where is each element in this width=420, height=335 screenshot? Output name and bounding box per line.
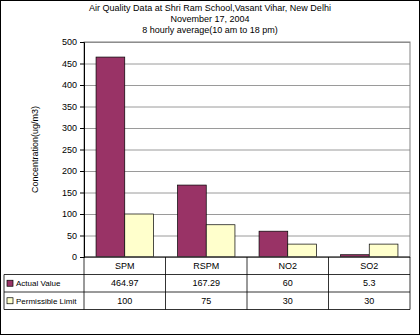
table-value: 167.29 (192, 278, 220, 288)
bar (369, 244, 398, 257)
plot-area (84, 42, 410, 257)
grid (84, 43, 410, 258)
title: 8 hourly average(10 am to 18 pm) (142, 25, 278, 35)
legend-label: Actual Value (16, 279, 61, 288)
grid-line (84, 64, 410, 65)
table-value: 60 (283, 278, 293, 288)
table-line (84, 257, 85, 310)
grid-tick (84, 128, 410, 129)
tick-label: 450 (62, 59, 77, 69)
tick: 0 (72, 252, 84, 262)
category-label: SPM (115, 261, 135, 271)
table-value: 5.3 (363, 278, 376, 288)
tick-mark (80, 42, 84, 43)
tick-mark (80, 64, 84, 65)
tick: 100 (62, 209, 84, 219)
table-value: 30 (364, 296, 374, 306)
tick-label: 50 (67, 231, 77, 241)
tick-mark (80, 257, 84, 258)
bar (96, 57, 125, 257)
axis-line (80, 43, 85, 258)
tick: 50 (67, 231, 84, 241)
tick-label: 250 (62, 145, 77, 155)
tick-mark (80, 107, 84, 108)
chart: Air Quality Data at Shri Ram School,Vasa… (0, 0, 420, 335)
tick-label: 300 (62, 123, 77, 133)
tick-mark (80, 214, 84, 215)
bar (259, 231, 288, 257)
tick-mark (80, 150, 84, 151)
tick-mark (80, 236, 84, 237)
bar (288, 244, 317, 257)
grid-tick (84, 64, 410, 65)
grid-tick (84, 150, 410, 151)
grid-tick (84, 107, 410, 108)
legend-key (7, 280, 13, 286)
grid-line (84, 107, 410, 108)
tick: 350 (62, 102, 84, 112)
tick: 450 (62, 59, 84, 69)
plot-frame (84, 42, 410, 257)
tick-mark (80, 193, 84, 194)
table-line (328, 257, 329, 310)
y-axis-title: Concentration(ug/m3) (30, 106, 40, 193)
tick-label: 100 (62, 209, 77, 219)
tick-label: 200 (62, 166, 77, 176)
legend-key (7, 298, 13, 304)
table-line (4, 309, 410, 310)
tick: 250 (62, 145, 84, 155)
tick-label: 500 (62, 37, 77, 47)
data-table: SPM RSPM NO2 SO2 Actual Value 464.97 167.29 60 5… (4, 257, 410, 310)
title: Air Quality Data at Shri Ram School,Vasa… (89, 3, 331, 13)
grid-line (84, 193, 410, 194)
tick-mark (80, 171, 84, 172)
table-line (4, 275, 5, 310)
tick-mark (80, 128, 84, 129)
category-label: SO2 (360, 261, 378, 271)
tick: 400 (62, 80, 84, 90)
grid-line (84, 171, 410, 172)
tick-label: 400 (62, 80, 77, 90)
bar (125, 214, 154, 257)
table-line (4, 292, 410, 293)
title: November 17, 2004 (170, 14, 249, 24)
bar (206, 225, 235, 257)
grid-line (84, 85, 410, 86)
tick-label: 150 (62, 188, 77, 198)
table-value: 100 (117, 296, 132, 306)
table-line (4, 274, 410, 275)
tick-mark (80, 85, 84, 86)
table-line (410, 257, 411, 310)
grid-tick (84, 171, 410, 172)
tick: 500 (62, 37, 84, 47)
tick-label: 0 (72, 252, 77, 262)
grid-line (84, 128, 410, 129)
tick: 150 (62, 188, 84, 198)
tick: 200 (62, 166, 84, 176)
table-value: 30 (283, 296, 293, 306)
table-value: 75 (201, 296, 211, 306)
category-label: NO2 (278, 261, 297, 271)
bar (178, 185, 207, 257)
chart-frame (1, 1, 420, 335)
grid-line (84, 150, 410, 151)
table-value: 464.97 (111, 278, 139, 288)
tick: 300 (62, 123, 84, 133)
tick-label: 350 (62, 102, 77, 112)
table-line (165, 257, 166, 310)
category-label: RSPM (193, 261, 219, 271)
grid-tick (84, 193, 410, 194)
grid-tick (84, 85, 410, 86)
bars (96, 57, 398, 257)
table-line (247, 257, 248, 310)
legend-label: Permissible Limit (16, 297, 77, 306)
y-axis: 0 50 100 150 200 250 300 350 400 450 500 (62, 37, 85, 262)
